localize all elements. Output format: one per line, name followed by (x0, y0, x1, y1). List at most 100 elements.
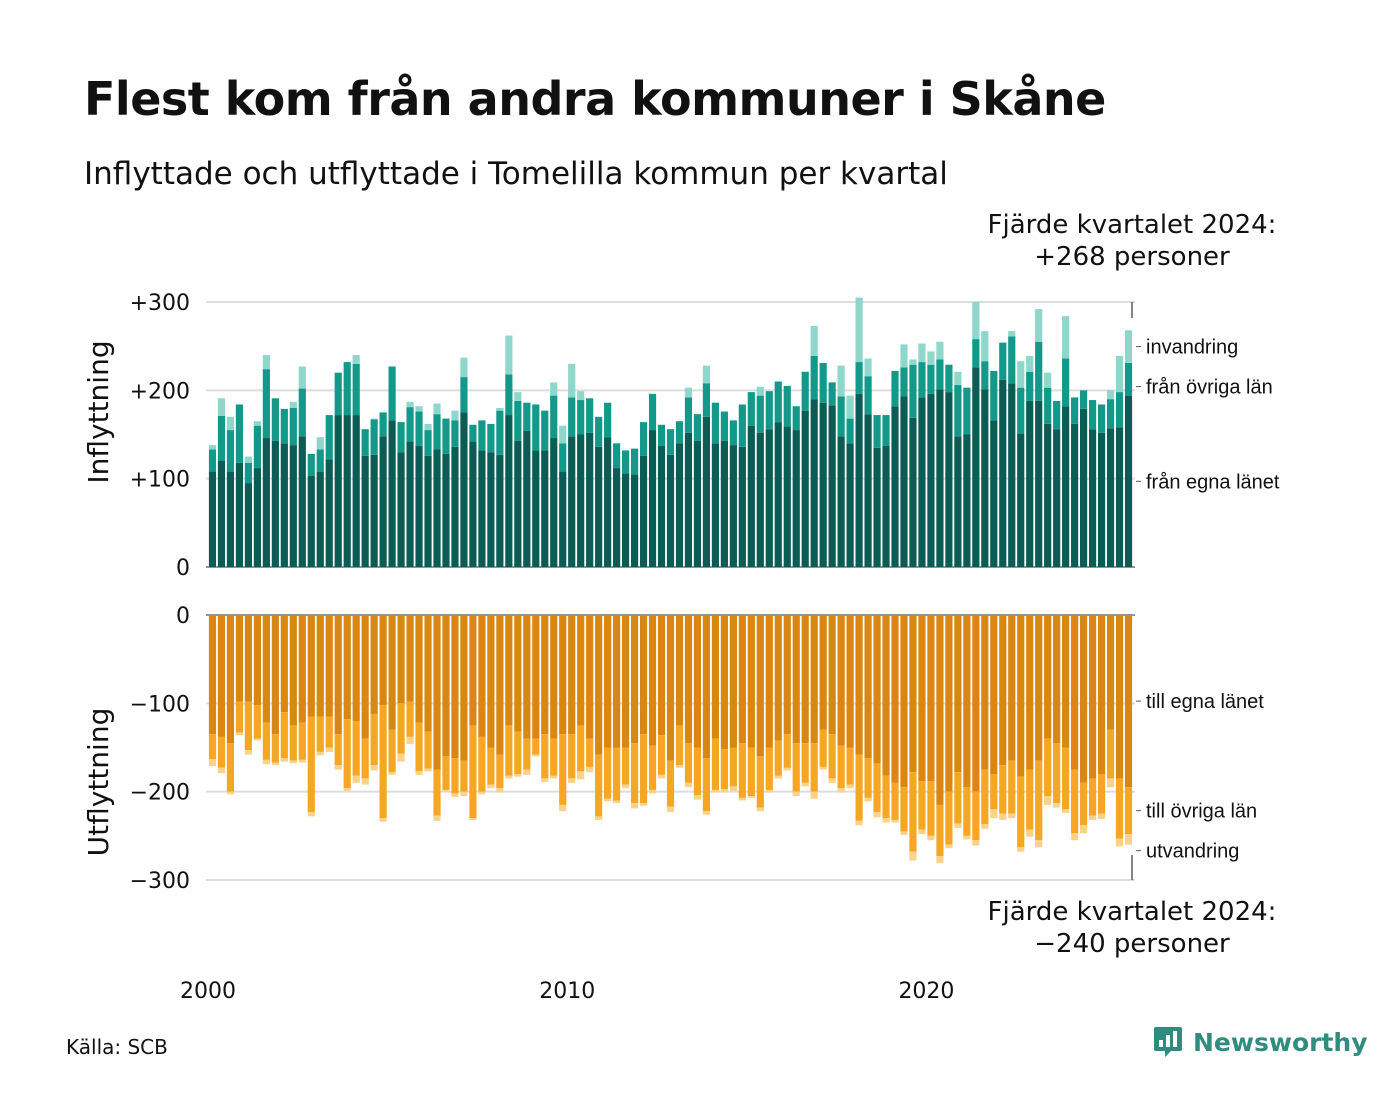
bar-segment (792, 791, 800, 797)
bar-segment (774, 775, 782, 779)
bar-segment (532, 615, 540, 739)
y-tick-label: 0 (176, 556, 190, 581)
bar-segment (595, 615, 603, 755)
bar-segment (684, 743, 693, 783)
bar-segment (837, 788, 845, 793)
bar-segment (1089, 778, 1097, 816)
bar-segment (702, 365, 711, 384)
bar-segment (289, 401, 297, 408)
bar-segment (361, 455, 369, 567)
bar-segment (729, 445, 737, 567)
bar-segment (298, 388, 306, 437)
bar-segment (442, 418, 450, 454)
bar-segment (711, 615, 719, 739)
bar-segment (900, 344, 908, 368)
bar-segment (487, 615, 495, 748)
bar-segment (972, 302, 980, 340)
bar-segment (855, 297, 863, 363)
bar-segment (873, 415, 881, 448)
bar-segment (325, 615, 333, 717)
bar-segment (855, 754, 863, 821)
bar-segment (1008, 813, 1016, 819)
source-note: Källa: SCB (66, 1035, 168, 1059)
bar-segment (334, 615, 342, 735)
bar-segment (523, 738, 531, 770)
bar-segment (1097, 432, 1106, 567)
bar-segment (271, 615, 279, 735)
bar-segment (388, 729, 396, 773)
bar-segment (307, 811, 315, 817)
bar-segment (1080, 408, 1088, 567)
bar-segment (999, 813, 1007, 820)
bar-segment (720, 440, 728, 567)
y-tick-label: −200 (130, 781, 190, 806)
bar-segment (604, 437, 612, 567)
bar-segment (451, 410, 459, 421)
bar-segment (1106, 399, 1115, 429)
bar-segment (550, 438, 558, 567)
bar-segment (226, 615, 235, 744)
bar-segment (900, 367, 908, 397)
bar-segment (855, 362, 863, 394)
bar-segment (352, 615, 360, 721)
bar-segment (487, 747, 495, 785)
bar-segment (1062, 406, 1070, 567)
bar-segment (271, 440, 279, 567)
bar-segment (370, 454, 378, 567)
bar-segment (217, 736, 226, 768)
bar-segment (954, 436, 962, 567)
bar-segment (397, 615, 405, 704)
bar-segment (523, 402, 531, 431)
bar-segment (729, 747, 737, 787)
bar-segment (810, 325, 818, 356)
bar-segment (622, 450, 630, 474)
bar-segment (406, 401, 414, 408)
bar-segment (630, 803, 639, 809)
bar-segment (1097, 774, 1106, 814)
bar-segment (1071, 615, 1079, 770)
bar-segment (514, 440, 522, 567)
bar-segment (298, 366, 306, 389)
bar-segment (469, 818, 477, 820)
bar-segment (586, 398, 594, 433)
bar-segment (541, 450, 549, 567)
bar-segment (604, 615, 612, 748)
bar-segment (846, 747, 854, 785)
bar-segment (945, 615, 953, 792)
bar-segment (765, 747, 773, 790)
bar-segment (1062, 747, 1070, 810)
bar-segment (271, 398, 279, 441)
bar-segment (235, 462, 244, 567)
bar-segment (927, 364, 935, 394)
bar-segment (1106, 729, 1115, 779)
legend-label: från övriga län (1146, 377, 1273, 399)
bar-segment (873, 811, 881, 818)
bar-segment (999, 379, 1007, 567)
bar-segment (460, 377, 468, 413)
bar-segment (595, 446, 603, 567)
chart-subtitle: Inflyttade och utflyttade i Tomelilla ko… (84, 156, 948, 192)
bar-segment (738, 446, 746, 567)
bar-segment (217, 398, 226, 416)
bar-segment (657, 615, 666, 736)
bar-segment (532, 404, 540, 451)
bar-segment (406, 736, 414, 744)
bar-segment (837, 436, 845, 567)
bar-segment (559, 804, 567, 812)
bar-segment (613, 443, 621, 469)
bar-segment (1053, 803, 1061, 808)
bar-segment (550, 775, 558, 779)
bar-segment (415, 411, 423, 446)
bar-segment (990, 420, 998, 567)
bar-segment (828, 778, 836, 783)
bar-segment (702, 416, 711, 567)
bar-segment (864, 797, 872, 802)
y-axis-label: Utflyttning (82, 708, 115, 857)
annotation-line1: Fjärde kvartalet 2024: (988, 897, 1277, 927)
bar-segment (379, 615, 387, 706)
bar-segment (370, 418, 378, 420)
bar-segment (783, 426, 791, 567)
bar-segment (666, 615, 675, 761)
bar-segment (1124, 834, 1133, 845)
chart-title: Flest kom från andra kommuner i Skåne (84, 72, 1106, 126)
